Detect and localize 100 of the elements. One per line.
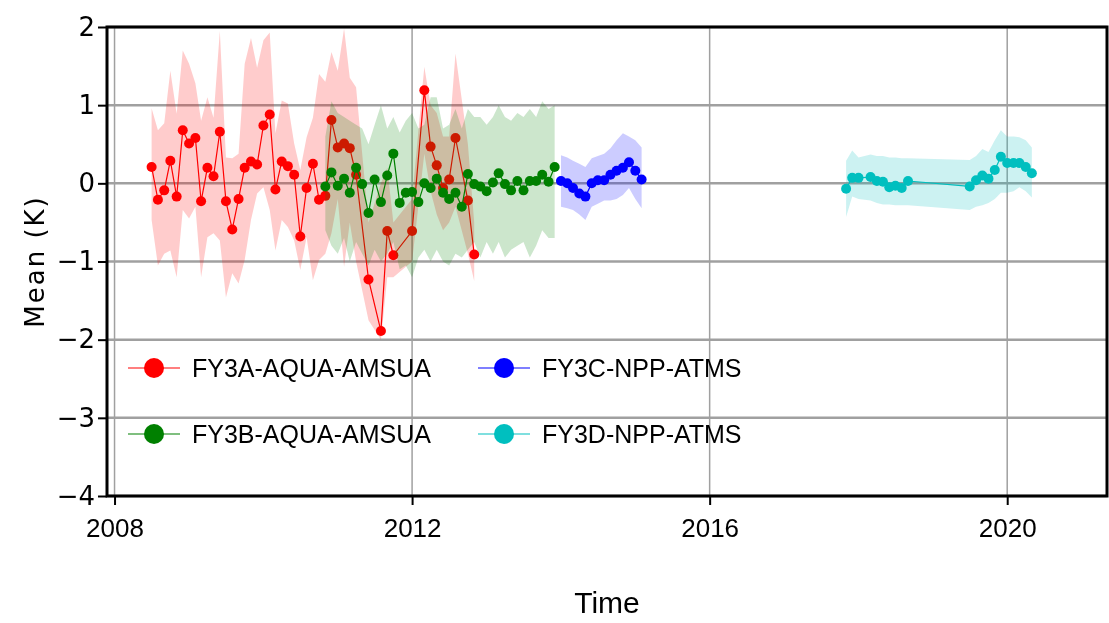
point <box>983 173 994 184</box>
point <box>233 193 244 204</box>
point <box>444 174 455 185</box>
y-tick-label: −1 <box>56 246 95 277</box>
point <box>1026 168 1037 179</box>
point <box>369 174 380 185</box>
point <box>438 187 449 198</box>
point <box>617 162 628 173</box>
point <box>580 191 591 202</box>
point <box>493 168 504 179</box>
point <box>394 197 405 208</box>
point <box>375 326 386 337</box>
point <box>171 191 182 202</box>
legend-label: FY3C-NPP-ATMS <box>542 353 742 382</box>
x-tick-label: 2016 <box>681 512 740 543</box>
point <box>363 274 374 285</box>
point <box>567 183 578 194</box>
point <box>282 161 293 172</box>
point <box>425 141 436 152</box>
x-tick-label: 2012 <box>383 512 442 543</box>
point <box>512 175 523 186</box>
point <box>407 226 418 237</box>
point <box>506 185 517 196</box>
legend-label: FY3A-AQUA-AMSUA <box>192 353 432 382</box>
point <box>344 187 355 198</box>
point <box>636 174 647 185</box>
point <box>841 183 852 194</box>
point <box>289 169 300 180</box>
point <box>599 175 610 186</box>
point <box>903 175 914 186</box>
point <box>159 185 170 196</box>
point <box>450 187 461 198</box>
point <box>208 171 219 182</box>
point <box>227 224 238 235</box>
point <box>264 109 275 120</box>
point <box>165 155 176 166</box>
point <box>196 196 207 207</box>
point <box>177 125 188 136</box>
point <box>382 170 393 181</box>
point <box>344 143 355 154</box>
point <box>363 208 374 219</box>
point <box>220 196 231 207</box>
point <box>456 201 467 212</box>
y-axis-title: Mean (K) <box>20 195 50 328</box>
point <box>184 138 195 149</box>
legend-label: FY3B-AQUA-AMSUA <box>192 419 432 448</box>
point <box>388 148 399 159</box>
point <box>444 193 455 204</box>
point <box>190 133 201 143</box>
point <box>989 165 1000 176</box>
point <box>499 179 510 190</box>
point <box>388 250 399 261</box>
point <box>425 183 436 194</box>
point <box>307 158 318 169</box>
point <box>487 177 498 188</box>
point <box>995 151 1006 162</box>
point <box>146 161 157 172</box>
point <box>964 181 975 192</box>
point <box>351 162 362 173</box>
point <box>301 183 312 194</box>
y-tick-label: −4 <box>56 480 95 511</box>
point <box>295 231 306 242</box>
y-tick-label: −3 <box>56 402 95 433</box>
point <box>1020 161 1031 172</box>
point <box>252 159 263 170</box>
point <box>270 184 281 195</box>
point <box>624 157 634 168</box>
y-tick-label: 2 <box>78 11 95 42</box>
point <box>431 160 442 171</box>
point <box>543 176 554 187</box>
x-tick-label: 2008 <box>86 512 144 543</box>
point <box>320 190 331 201</box>
y-tick-label: 0 <box>78 168 95 199</box>
y-tick-label: −2 <box>56 324 95 355</box>
point <box>469 249 480 260</box>
point <box>896 183 907 194</box>
point <box>431 173 442 184</box>
point <box>407 186 418 197</box>
point <box>326 115 337 126</box>
point <box>518 185 529 196</box>
point <box>382 226 393 237</box>
point <box>450 133 461 143</box>
point <box>419 85 430 96</box>
point <box>375 197 386 208</box>
point <box>462 195 473 206</box>
y-tick-label: 1 <box>78 89 95 120</box>
point <box>357 179 368 190</box>
point <box>332 180 343 191</box>
point <box>537 169 548 180</box>
point <box>339 173 350 184</box>
point <box>320 181 331 192</box>
point <box>214 126 225 137</box>
legend-label: FY3D-NPP-ATMS <box>542 419 742 448</box>
point <box>413 197 424 208</box>
point <box>462 168 473 179</box>
point <box>258 120 269 131</box>
x-axis-title: Time <box>574 586 640 619</box>
x-tick-label: 2020 <box>978 512 1037 543</box>
point <box>630 165 641 176</box>
point <box>202 162 213 173</box>
